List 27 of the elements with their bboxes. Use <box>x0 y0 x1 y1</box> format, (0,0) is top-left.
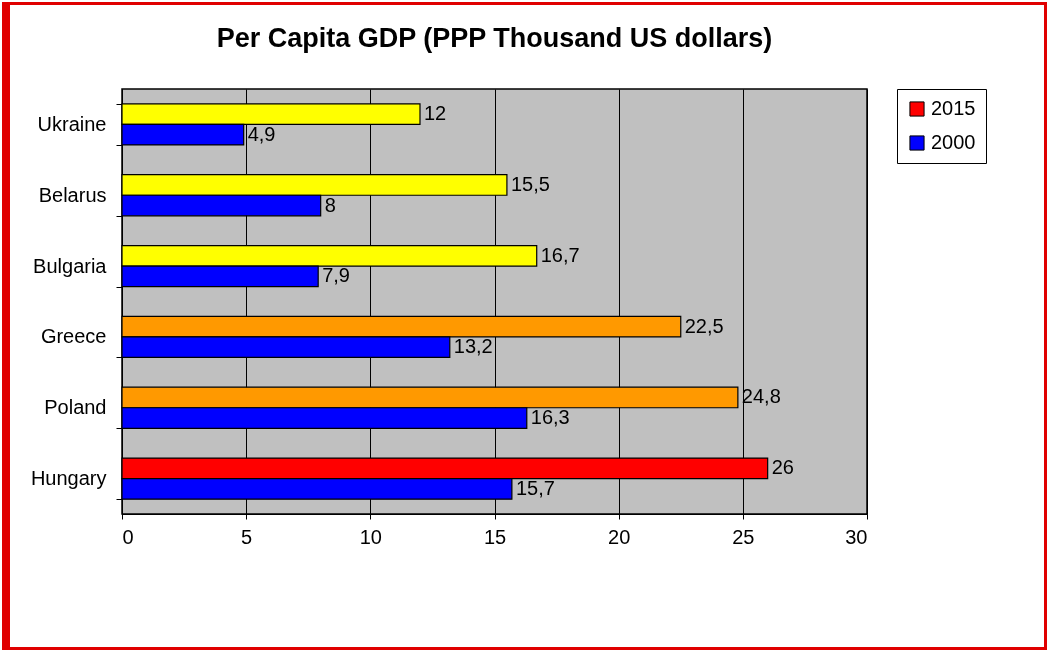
y-tick-label: Hungary <box>30 467 107 490</box>
legend-label: 2000 <box>931 131 976 153</box>
y-tick-label: Poland <box>44 396 107 419</box>
data-label: 22,5 <box>684 314 724 337</box>
legend-label: 2015 <box>931 97 976 119</box>
data-label: 13,2 <box>453 335 493 358</box>
data-label: 8 <box>324 193 336 216</box>
data-label: 4,9 <box>247 122 276 145</box>
y-tick-label: Ukraine <box>37 112 107 135</box>
data-label: 12 <box>424 102 447 125</box>
chart-title: Per Capita GDP (PPP Thousand US dollars) <box>216 23 773 53</box>
data-label: 15,7 <box>515 476 555 499</box>
data-label: 26 <box>771 456 794 479</box>
data-label: 15,5 <box>510 172 550 195</box>
data-label: 16,3 <box>530 406 570 429</box>
data-label: 16,7 <box>540 243 580 266</box>
y-tick-label: Greece <box>40 325 107 348</box>
x-tick-label: 5 <box>241 525 253 548</box>
data-label: 7,9 <box>322 264 350 287</box>
x-tick-label: 20 <box>608 525 631 548</box>
x-tick-label: 25 <box>732 525 755 548</box>
x-tick-label: 0 <box>122 525 134 548</box>
x-tick-label: 10 <box>359 525 382 548</box>
y-tick-label: Bulgaria <box>33 254 108 277</box>
y-tick-label: Belarus <box>38 183 107 206</box>
x-tick-label: 30 <box>845 525 868 548</box>
x-tick-label: 15 <box>483 525 507 548</box>
